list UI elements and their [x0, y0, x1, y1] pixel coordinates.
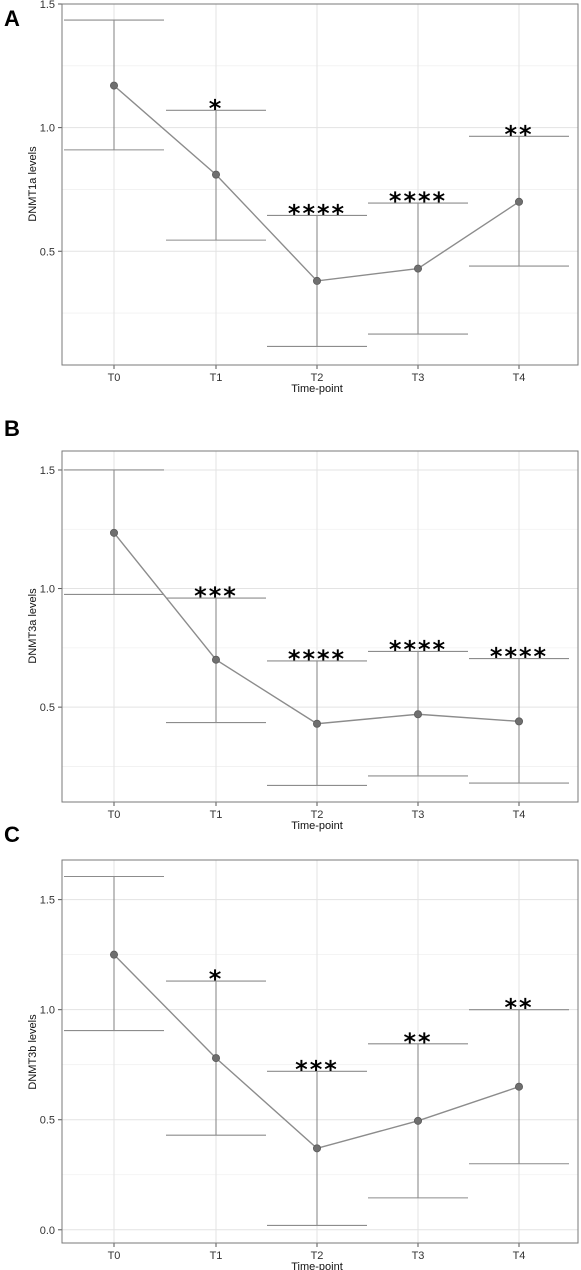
plot-frame — [61, 3, 579, 366]
x-tick-label: T0 — [108, 372, 121, 384]
data-point — [413, 1116, 422, 1125]
data-point — [110, 950, 119, 959]
significance-label: ** — [504, 120, 533, 148]
plot-frame — [61, 859, 579, 1244]
data-point — [515, 717, 524, 726]
y-tick-label: 0.5 — [40, 1115, 55, 1127]
plot-frame — [61, 450, 579, 803]
data-point — [312, 719, 321, 728]
y-tick-label: 0.0 — [40, 1225, 55, 1237]
y-axis-title: DNMT3b levels — [27, 1014, 39, 1090]
data-point — [110, 81, 119, 90]
y-tick-label: 1.5 — [40, 0, 55, 11]
y-tick-label: 0.5 — [40, 702, 55, 714]
significance-label: * — [209, 94, 224, 122]
significance-label: *** — [194, 582, 238, 610]
x-axis-title: Time-point — [291, 383, 343, 395]
significance-label: **** — [288, 645, 346, 673]
data-point — [413, 264, 422, 273]
significance-label: **** — [490, 643, 548, 671]
x-tick-label: T1 — [210, 809, 223, 821]
significance-label: * — [209, 965, 224, 993]
x-tick-label: T2 — [311, 1250, 324, 1262]
significance-label: ** — [504, 994, 533, 1022]
x-tick-label: T2 — [311, 372, 324, 384]
y-tick-label: 1.0 — [40, 1005, 55, 1017]
significance-label: *** — [295, 1055, 339, 1083]
panel-letter: B — [4, 416, 20, 441]
significance-label: **** — [389, 187, 447, 215]
x-axis-title: Time-point — [291, 1261, 343, 1270]
x-tick-label: T1 — [210, 372, 223, 384]
x-axis-title: Time-point — [291, 820, 343, 832]
data-point — [211, 1054, 220, 1063]
x-tick-label: T0 — [108, 809, 121, 821]
x-tick-label: T3 — [412, 372, 425, 384]
panel-letter: C — [4, 822, 20, 847]
x-tick-label: T2 — [311, 809, 324, 821]
y-axis-title: DNMT3a levels — [27, 588, 39, 664]
x-tick-label: T4 — [513, 809, 526, 821]
data-point — [413, 710, 422, 719]
x-tick-label: T3 — [412, 1250, 425, 1262]
panel-letter: A — [4, 6, 20, 31]
data-point — [515, 197, 524, 206]
data-point — [312, 276, 321, 285]
y-axis-title: DNMT1a levels — [27, 146, 39, 222]
y-tick-label: 1.5 — [40, 895, 55, 907]
y-tick-label: 1.0 — [40, 584, 55, 596]
panel-b: B0.51.01.5T0 T1 T2 T3 T4******* **** ****Time-… — [4, 416, 579, 832]
significance-label: **** — [288, 199, 346, 227]
x-tick-label: T4 — [513, 1250, 526, 1262]
x-tick-label: T0 — [108, 1250, 121, 1262]
significance-label: ** — [403, 1028, 432, 1056]
data-point — [110, 528, 119, 537]
significance-label: **** — [389, 635, 447, 663]
data-point — [312, 1144, 321, 1153]
panel-c: C0.00.51.01.5T0 T1 T2 T3 T4********Time-poin… — [4, 822, 579, 1270]
y-tick-label: 0.5 — [40, 246, 55, 258]
y-tick-label: 1.0 — [40, 123, 55, 135]
data-point — [211, 655, 220, 664]
y-tick-label: 1.5 — [40, 465, 55, 477]
panel-a: A0.51.01.5T0 T1 T2 T3 T4***** ******Time-poin… — [4, 0, 579, 395]
x-tick-label: T1 — [210, 1250, 223, 1262]
data-point — [515, 1082, 524, 1091]
x-tick-label: T4 — [513, 372, 526, 384]
x-tick-label: T3 — [412, 809, 425, 821]
data-point — [211, 170, 220, 179]
